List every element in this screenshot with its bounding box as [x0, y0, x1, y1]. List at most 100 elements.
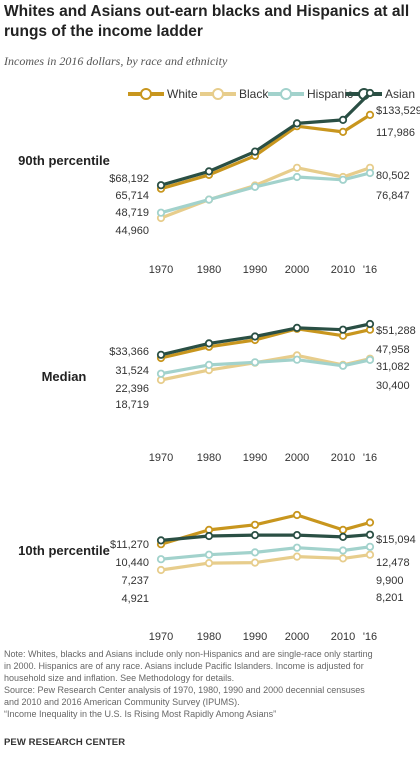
- data-label-2016: 80,502: [376, 170, 410, 182]
- series-line-asian: [159, 91, 372, 187]
- data-point-black: [156, 565, 166, 575]
- data-label-1970: 4,921: [121, 593, 149, 605]
- data-point-white: [250, 520, 260, 529]
- note-line: in 2000. Hispanics are of any race. Asia…: [4, 661, 364, 671]
- panel-label-90th: 90th percentile: [18, 153, 110, 168]
- data-label-1970: 7,237: [121, 575, 149, 587]
- legend-swatch-white: [128, 87, 164, 101]
- series-line-hispanic: [159, 171, 372, 215]
- x-tick-label: 1990: [243, 264, 267, 276]
- data-point-asian: [156, 350, 166, 359]
- series-line-asian: [159, 322, 372, 357]
- data-point-asian: [250, 530, 260, 540]
- data-label-2016: 8,201: [376, 592, 404, 604]
- data-point-hispanic: [156, 369, 166, 378]
- data-point-asian: [250, 147, 260, 156]
- data-point-white: [338, 127, 348, 136]
- data-point-asian: [204, 167, 214, 176]
- data-point-hispanic: [365, 168, 375, 178]
- brand-logo-text: PEW RESEARCH CENTER: [4, 737, 126, 748]
- series-line-hispanic: [159, 358, 372, 376]
- x-tick-label: 1980: [197, 264, 221, 276]
- report-title-line: “Income Inequality in the U.S. Is Rising…: [4, 709, 277, 719]
- x-tick-label: '16: [363, 452, 377, 464]
- data-point-hispanic: [338, 361, 348, 370]
- x-tick-label: 1970: [149, 452, 173, 464]
- data-label-1970: $68,192: [109, 173, 149, 185]
- data-label-1970: $33,366: [109, 346, 149, 358]
- data-point-white: [292, 510, 302, 520]
- chart-title: Whites and Asians out-earn blacks and Hi…: [4, 3, 410, 40]
- data-point-white: [365, 518, 375, 527]
- legend-label-asian: Asian: [385, 87, 416, 101]
- data-point-hispanic: [250, 182, 260, 191]
- data-point-asian: [338, 115, 348, 125]
- data-point-black: [292, 163, 302, 172]
- data-label-2016: 117,986: [376, 127, 415, 139]
- data-point-black: [250, 558, 260, 567]
- data-label-1970: 44,960: [115, 225, 149, 237]
- x-tick-label: 2000: [285, 452, 309, 464]
- note-block: Note: Whites, blacks and Asians include …: [4, 648, 416, 720]
- data-point-hispanic: [292, 172, 302, 182]
- panel-label-median: Median: [41, 369, 87, 384]
- legend-swatch-black: [200, 87, 236, 101]
- data-label-2016: 30,400: [376, 380, 410, 392]
- data-point-hispanic: [156, 555, 166, 564]
- note-line: Note: Whites, blacks and Asians include …: [4, 649, 373, 659]
- x-tick-label: 2010: [331, 264, 355, 276]
- data-point-hispanic: [204, 360, 214, 369]
- note-line: household size and inflation. See Method…: [4, 673, 235, 683]
- series-line-hispanic: [159, 545, 372, 561]
- data-point-white: [338, 525, 348, 535]
- data-point-asian: [156, 181, 166, 190]
- data-point-hispanic: [204, 195, 214, 204]
- data-label-2016: 31,082: [376, 361, 410, 373]
- data-label-1970: 22,396: [115, 383, 149, 395]
- data-label-1970: $11,270: [110, 539, 149, 551]
- series-line-asian: [159, 533, 372, 543]
- x-tick-label: 1980: [197, 631, 221, 643]
- x-tick-label: 1980: [197, 452, 221, 464]
- data-point-asian: [204, 531, 214, 541]
- data-label-2016: $133,529: [376, 105, 420, 117]
- data-point-asian: [338, 325, 348, 334]
- legend-label-hispanic: Hispanic: [307, 87, 354, 101]
- x-tick-label: 1990: [243, 631, 267, 643]
- data-label-1970: 65,714: [115, 190, 149, 202]
- x-tick-label: 2010: [331, 452, 355, 464]
- data-point-hispanic: [338, 175, 348, 184]
- data-label-2016: 12,478: [376, 557, 410, 569]
- data-point-white: [365, 110, 375, 120]
- data-point-asian: [292, 323, 302, 332]
- data-point-hispanic: [292, 543, 302, 552]
- panel-label-10th: 10th percentile: [18, 543, 110, 558]
- data-point-asian: [365, 530, 375, 539]
- source-line: Source: Pew Research Center analysis of …: [4, 685, 365, 695]
- legend-swatch-hispanic: [268, 87, 304, 101]
- data-point-black: [365, 550, 375, 559]
- chart-subtitle: Incomes in 2016 dollars, by race and eth…: [4, 54, 228, 68]
- series-line-white: [159, 113, 372, 191]
- data-point-hispanic: [365, 542, 375, 551]
- legend-label-black: Black: [239, 87, 269, 101]
- legend-label-white: White: [167, 87, 198, 101]
- data-point-asian: [250, 332, 260, 341]
- data-label-2016: 47,958: [376, 344, 410, 356]
- legend-item-black: Black: [200, 84, 268, 104]
- data-label-1970: 48,719: [115, 207, 149, 219]
- x-tick-label: 2000: [285, 631, 309, 643]
- x-tick-label: 1970: [149, 631, 173, 643]
- data-label-2016: 9,900: [376, 575, 404, 587]
- data-label-1970: 18,719: [115, 399, 149, 411]
- series-line-black: [159, 553, 372, 572]
- data-point-asian: [292, 530, 302, 540]
- data-point-asian: [365, 319, 375, 329]
- data-label-2016: $51,288: [376, 325, 416, 337]
- data-point-hispanic: [204, 550, 214, 559]
- x-tick-label: 1970: [149, 264, 173, 276]
- data-point-black: [338, 554, 348, 563]
- data-point-hispanic: [250, 548, 260, 557]
- data-point-hispanic: [292, 355, 302, 364]
